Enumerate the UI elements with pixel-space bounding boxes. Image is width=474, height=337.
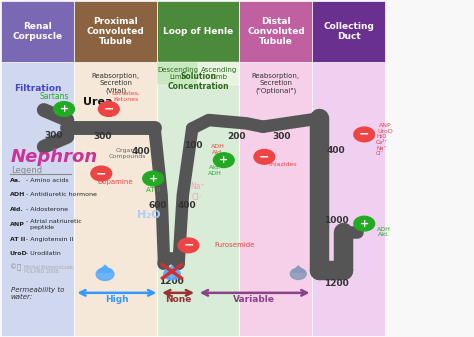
Text: - Antidiuretic hormone: - Antidiuretic hormone — [26, 192, 97, 197]
Text: +: + — [59, 104, 69, 114]
Text: 300: 300 — [44, 130, 63, 140]
Text: Thiazides: Thiazides — [268, 162, 298, 167]
Text: - Angiotensin II: - Angiotensin II — [26, 237, 73, 242]
Text: 1200: 1200 — [324, 279, 348, 288]
Text: Reabsorption,
Secretion
("Optional"): Reabsorption, Secretion ("Optional") — [252, 73, 300, 94]
FancyBboxPatch shape — [74, 62, 157, 336]
Circle shape — [143, 171, 164, 186]
Circle shape — [96, 268, 114, 280]
Polygon shape — [292, 266, 304, 272]
Text: - Amino acids: - Amino acids — [26, 178, 69, 183]
Text: Distal
Convoluted
Tubule: Distal Convoluted Tubule — [247, 17, 305, 47]
Text: Collecting
Duct: Collecting Duct — [323, 22, 374, 41]
Text: Michal Komorniczak,: Michal Komorniczak, — [24, 265, 74, 270]
Text: Legend: Legend — [11, 166, 42, 175]
Text: None: None — [165, 295, 191, 304]
Text: - Urodilatin: - Urodilatin — [26, 251, 61, 256]
Text: ADH
Ald.: ADH Ald. — [377, 226, 392, 237]
Text: −: − — [104, 102, 114, 116]
Text: Urea: Urea — [83, 97, 113, 106]
Text: High: High — [105, 295, 128, 304]
Text: POLAND 2008.: POLAND 2008. — [24, 269, 60, 274]
FancyBboxPatch shape — [1, 1, 74, 62]
FancyBboxPatch shape — [239, 1, 312, 62]
Text: 1000: 1000 — [324, 216, 348, 225]
Text: −: − — [183, 239, 194, 252]
Circle shape — [291, 268, 306, 279]
FancyBboxPatch shape — [157, 62, 239, 336]
Text: H₂O
Ca²⁺
Na⁺
Cl⁻: H₂O Ca²⁺ Na⁺ Cl⁻ — [376, 134, 388, 156]
Text: 600: 600 — [148, 201, 167, 210]
Circle shape — [213, 153, 234, 167]
Text: Variable: Variable — [233, 295, 275, 304]
Circle shape — [354, 127, 374, 142]
Text: Dopamine: Dopamine — [98, 179, 133, 185]
Text: - Atrial natriuretic
  peptide: - Atrial natriuretic peptide — [26, 219, 82, 230]
Text: Lactates,
Ketones: Lactates, Ketones — [112, 91, 141, 102]
Circle shape — [54, 102, 74, 116]
Text: ADH: ADH — [10, 192, 25, 197]
Text: Sartans: Sartans — [39, 92, 69, 101]
Text: +: + — [148, 174, 158, 184]
Circle shape — [254, 149, 275, 164]
FancyBboxPatch shape — [312, 62, 385, 336]
FancyBboxPatch shape — [312, 1, 385, 62]
FancyBboxPatch shape — [239, 62, 312, 336]
Circle shape — [178, 238, 199, 253]
Circle shape — [164, 268, 180, 280]
Text: +: + — [219, 155, 228, 165]
Text: +: + — [360, 219, 369, 228]
Polygon shape — [98, 265, 112, 272]
FancyBboxPatch shape — [198, 62, 239, 85]
Text: ADH
Ald.: ADH Ald. — [211, 144, 225, 155]
Polygon shape — [165, 266, 178, 272]
Text: Solution
Concentration: Solution Concentration — [167, 72, 229, 91]
Text: Na⁺
Cl⁻: Na⁺ Cl⁻ — [190, 182, 205, 202]
Text: Renal
Corpuscle: Renal Corpuscle — [13, 22, 63, 41]
Text: AT II: AT II — [146, 187, 161, 192]
Circle shape — [354, 216, 374, 231]
Text: Permeability to
water:: Permeability to water: — [11, 287, 64, 300]
Text: H₂O: H₂O — [137, 210, 160, 220]
Text: 300: 300 — [273, 132, 291, 141]
Text: Organic
Compounds: Organic Compounds — [109, 148, 146, 159]
Text: −: − — [259, 150, 270, 163]
FancyBboxPatch shape — [74, 1, 157, 62]
Text: - Aldosterone: - Aldosterone — [26, 207, 68, 212]
Text: ANP
UroD: ANP UroD — [377, 123, 393, 134]
Text: 300: 300 — [93, 132, 112, 141]
Text: −: − — [96, 167, 107, 180]
Text: Descending
Limb: Descending Limb — [157, 67, 198, 80]
Text: Ald.: Ald. — [10, 207, 24, 212]
FancyBboxPatch shape — [1, 62, 74, 336]
Circle shape — [99, 102, 119, 116]
FancyBboxPatch shape — [157, 1, 239, 62]
Text: 200: 200 — [228, 132, 246, 141]
Text: Nephron: Nephron — [11, 148, 98, 166]
Text: 100: 100 — [184, 141, 203, 150]
Text: 1200: 1200 — [159, 277, 183, 286]
Text: Ald.
ADH: Ald. ADH — [208, 165, 222, 176]
Text: ©ⓘ: ©ⓘ — [10, 264, 21, 271]
Text: Filtration: Filtration — [14, 84, 62, 93]
Text: Furosemide: Furosemide — [214, 242, 255, 248]
Circle shape — [91, 166, 112, 181]
Text: −: − — [359, 128, 369, 141]
Text: AT II: AT II — [10, 237, 25, 242]
Text: Aa.: Aa. — [10, 178, 21, 183]
Text: UroD: UroD — [10, 251, 27, 256]
FancyBboxPatch shape — [157, 62, 198, 85]
Text: Proximal
Convoluted
Tubule: Proximal Convoluted Tubule — [87, 17, 145, 47]
Text: 400: 400 — [327, 146, 345, 155]
Text: 400: 400 — [132, 147, 151, 156]
Text: Ascending
Limb: Ascending Limb — [201, 67, 237, 80]
Text: ANP: ANP — [10, 222, 25, 227]
Text: Loop of Henle: Loop of Henle — [163, 27, 233, 36]
Text: Reabsorption,
Secretion
(Vital): Reabsorption, Secretion (Vital) — [91, 73, 140, 94]
Text: 400: 400 — [177, 201, 196, 210]
